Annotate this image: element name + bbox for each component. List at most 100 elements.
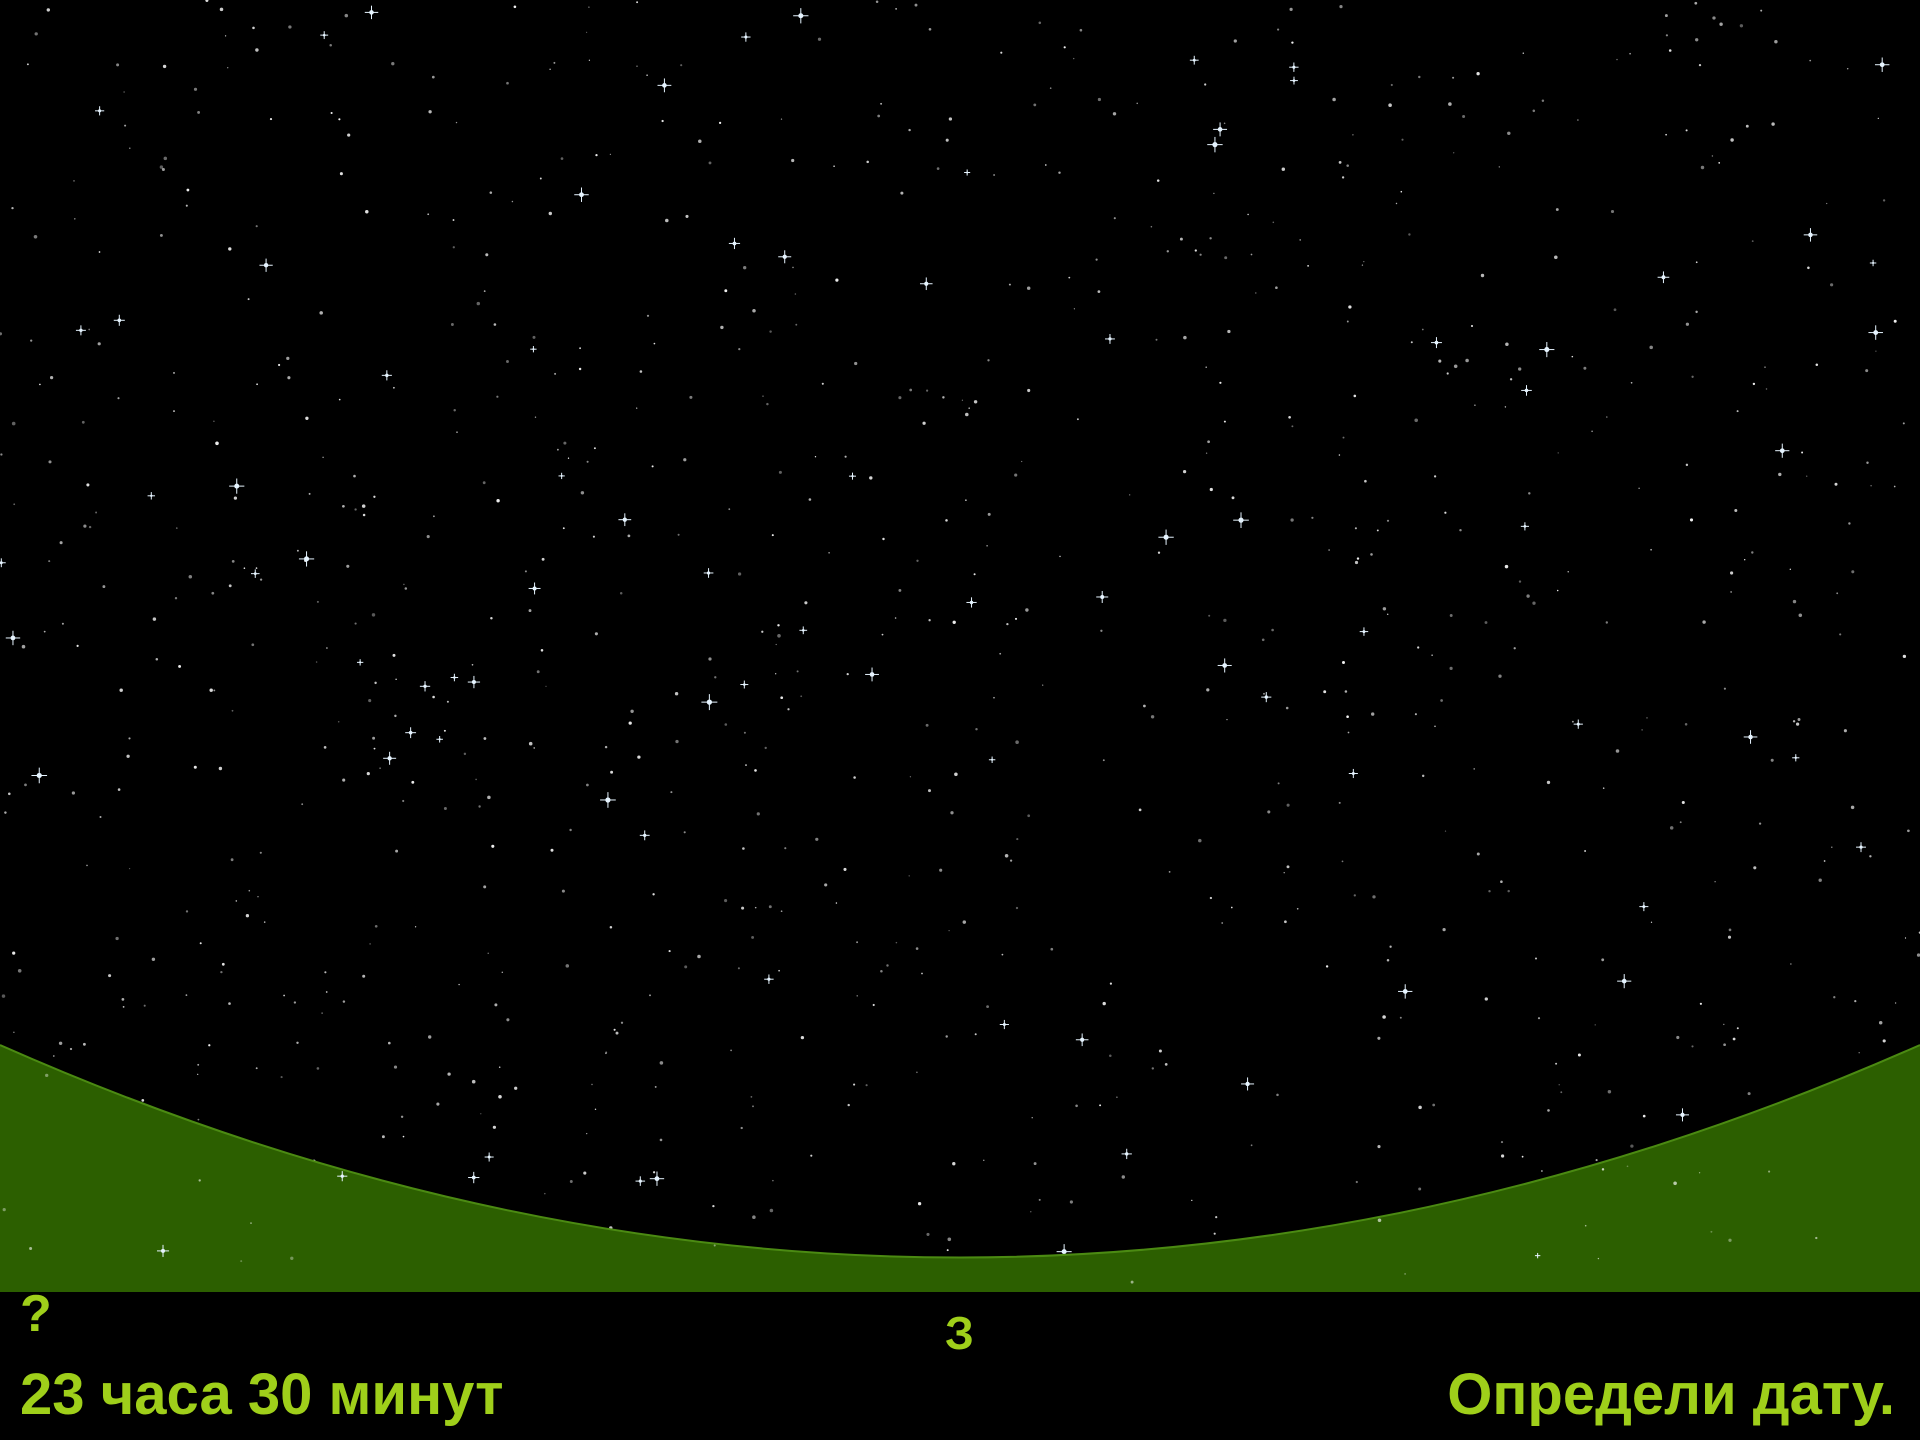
star [374, 924, 378, 928]
star [1213, 1232, 1216, 1235]
star [843, 867, 847, 871]
star [82, 1042, 86, 1046]
bright-star [988, 756, 996, 763]
star [1615, 749, 1620, 753]
star [952, 1162, 956, 1166]
bright-star [250, 569, 260, 578]
bright-star [1359, 627, 1369, 636]
star [1199, 253, 1202, 256]
star [916, 559, 919, 562]
star [1851, 570, 1855, 574]
star [724, 723, 728, 726]
star [1418, 1105, 1422, 1110]
star [1198, 838, 1202, 843]
star [685, 214, 689, 218]
star [411, 780, 415, 784]
star [1073, 308, 1075, 310]
star [1109, 1054, 1112, 1057]
star [13, 503, 16, 506]
star [975, 727, 978, 731]
star [1112, 112, 1117, 116]
bright-star [1241, 1077, 1255, 1091]
star [141, 1099, 145, 1102]
star [1727, 935, 1732, 939]
bright-star [1398, 984, 1413, 999]
star [325, 647, 328, 649]
star [163, 156, 168, 161]
star [1372, 895, 1376, 899]
star [787, 708, 790, 711]
bright-star [356, 659, 364, 666]
bright-star [966, 597, 977, 608]
star [1685, 129, 1688, 132]
star [804, 601, 808, 605]
star [1764, 366, 1766, 368]
star [1509, 378, 1513, 381]
star [1059, 555, 1061, 558]
star [342, 504, 345, 508]
bright-star [31, 767, 48, 784]
star [1714, 881, 1716, 883]
star [1577, 119, 1579, 121]
star [1354, 560, 1359, 565]
task-prompt: Определи дату. [1447, 1362, 1895, 1427]
star [143, 1004, 146, 1007]
star [1534, 957, 1538, 960]
star [221, 962, 225, 966]
star [1250, 253, 1253, 256]
star [245, 914, 250, 918]
star [11, 421, 16, 426]
star [708, 657, 712, 661]
star [248, 889, 251, 892]
star [1518, 580, 1522, 583]
star [909, 776, 912, 778]
star [48, 460, 52, 464]
star [45, 1073, 49, 1078]
star [586, 783, 589, 787]
star [506, 360, 509, 363]
star [1865, 369, 1869, 373]
star [1417, 646, 1420, 649]
star [283, 994, 285, 997]
star [362, 974, 366, 978]
star [338, 118, 341, 121]
bright-star [1639, 902, 1649, 912]
star [778, 969, 780, 972]
star [1594, 1024, 1596, 1026]
star [1790, 963, 1792, 965]
star [1030, 1211, 1032, 1213]
star [117, 397, 120, 400]
star [895, 8, 897, 10]
star [800, 1035, 805, 1040]
star [369, 943, 371, 945]
bright-star [298, 551, 315, 567]
star [1263, 692, 1265, 695]
bright-star [1348, 768, 1358, 779]
star [1650, 548, 1652, 551]
star [737, 967, 740, 970]
star [218, 766, 223, 771]
star [1414, 713, 1417, 716]
bright-star [467, 675, 481, 689]
star [1473, 768, 1475, 770]
star [973, 400, 978, 404]
star [1209, 896, 1213, 900]
star [152, 617, 157, 621]
star [1207, 440, 1210, 444]
star [361, 504, 366, 508]
star [372, 736, 376, 740]
star [881, 633, 884, 636]
star [231, 709, 234, 712]
star [1650, 921, 1653, 923]
star [1267, 810, 1271, 814]
star [102, 585, 106, 589]
star [1560, 1091, 1563, 1094]
bright-star [405, 727, 417, 739]
star [595, 153, 598, 157]
star [1223, 618, 1227, 623]
star [795, 323, 798, 326]
star [1823, 860, 1826, 862]
bright-star [657, 78, 672, 93]
star [173, 410, 175, 413]
star [1870, 484, 1872, 487]
